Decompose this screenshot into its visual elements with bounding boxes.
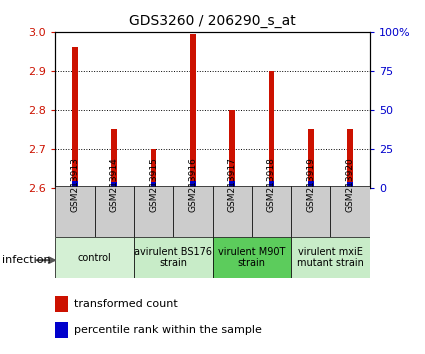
Bar (72, 47, 78, 188)
Bar (55, 237, 134, 278)
Bar (72, 181, 78, 188)
Bar (291, 186, 331, 237)
Bar (229, 110, 235, 188)
Bar (347, 129, 353, 188)
Bar (269, 71, 275, 188)
Text: GSM213914: GSM213914 (110, 157, 119, 211)
Bar (308, 129, 314, 188)
Bar (150, 149, 156, 188)
Bar (190, 34, 196, 188)
Bar (308, 181, 314, 188)
Bar (173, 186, 212, 237)
Text: GSM213916: GSM213916 (188, 156, 197, 211)
Text: infection: infection (2, 255, 51, 265)
Bar (331, 186, 370, 237)
Text: GSM213913: GSM213913 (71, 156, 79, 211)
Text: percentile rank within the sample: percentile rank within the sample (74, 325, 262, 335)
Text: virulent mxiE
mutant strain: virulent mxiE mutant strain (297, 247, 364, 268)
Text: avirulent BS176
strain: avirulent BS176 strain (134, 247, 212, 268)
Text: GSM213920: GSM213920 (346, 157, 354, 211)
Text: transformed count: transformed count (74, 299, 178, 309)
Bar (291, 237, 370, 278)
Bar (212, 186, 252, 237)
Bar (55, 296, 68, 312)
Bar (252, 186, 291, 237)
Text: GSM213918: GSM213918 (267, 156, 276, 211)
Bar (134, 237, 212, 278)
Bar (150, 182, 156, 188)
Bar (55, 322, 68, 338)
Bar (134, 186, 173, 237)
Text: GSM213919: GSM213919 (306, 156, 315, 211)
Bar (212, 237, 291, 278)
Title: GDS3260 / 206290_s_at: GDS3260 / 206290_s_at (129, 14, 296, 28)
Bar (347, 182, 353, 188)
Bar (190, 181, 196, 188)
Text: control: control (78, 252, 111, 263)
Bar (229, 181, 235, 188)
Text: GSM213917: GSM213917 (228, 156, 237, 211)
Bar (94, 186, 134, 237)
Bar (55, 186, 94, 237)
Text: virulent M90T
strain: virulent M90T strain (218, 247, 286, 268)
Bar (111, 129, 117, 188)
Bar (269, 181, 275, 188)
Text: GSM213915: GSM213915 (149, 156, 158, 211)
Bar (111, 182, 117, 188)
